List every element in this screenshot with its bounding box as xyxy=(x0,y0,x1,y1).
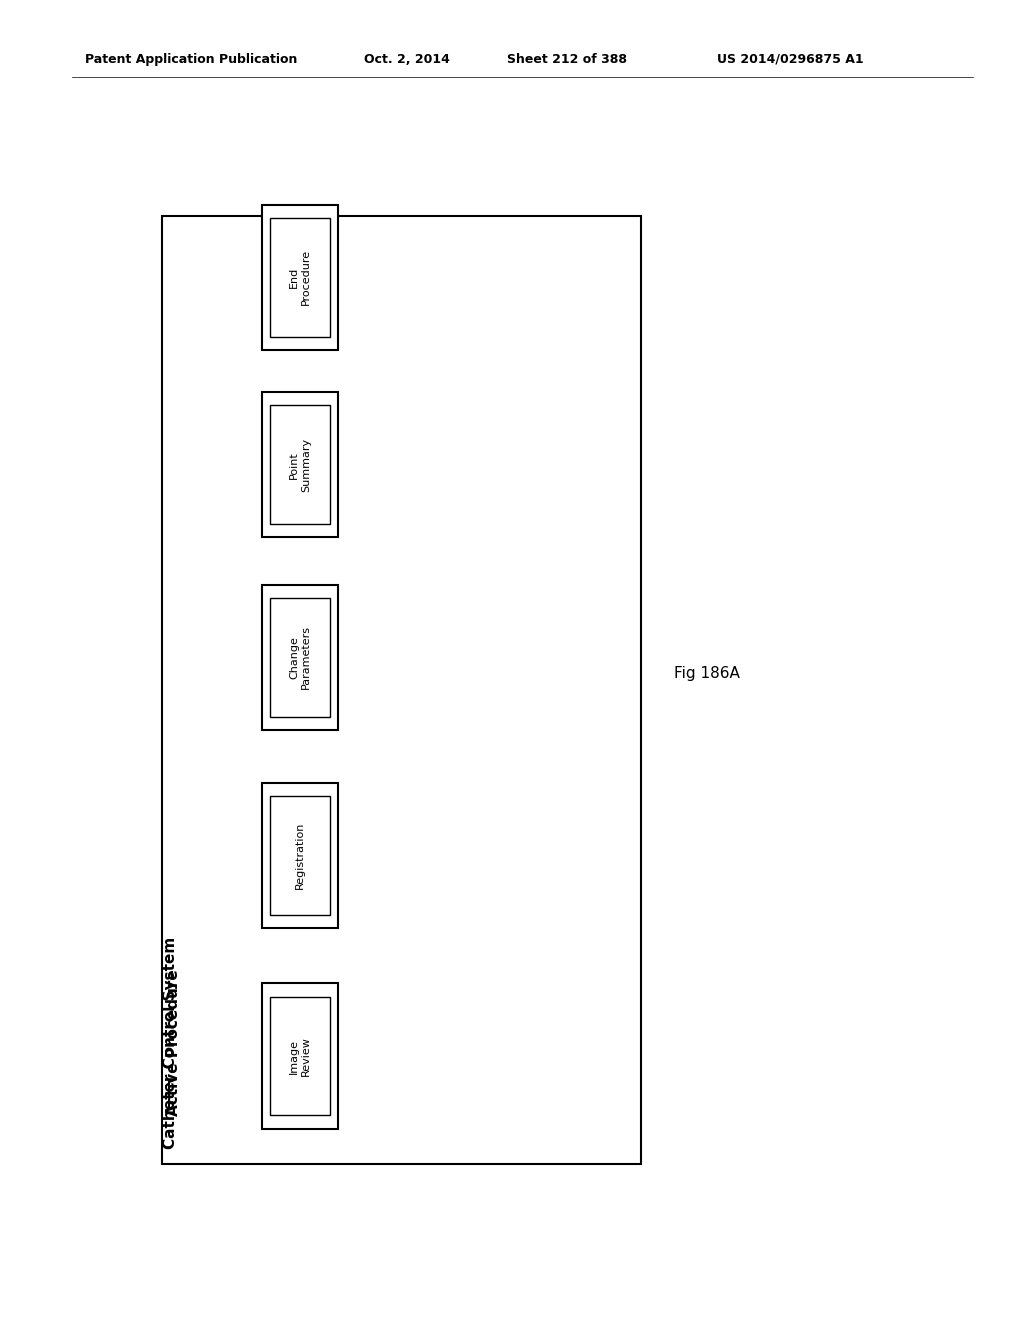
Bar xyxy=(162,216,641,1164)
Text: US 2014/0296875 A1: US 2014/0296875 A1 xyxy=(717,53,863,66)
Text: Fig 186A: Fig 186A xyxy=(674,665,739,681)
Text: Change
Parameters: Change Parameters xyxy=(289,626,311,689)
Text: Oct. 2, 2014: Oct. 2, 2014 xyxy=(364,53,450,66)
Text: End
Procedure: End Procedure xyxy=(289,249,311,305)
Bar xyxy=(270,598,330,717)
Bar xyxy=(270,997,330,1115)
Bar xyxy=(270,218,330,337)
Bar xyxy=(262,205,338,350)
Bar xyxy=(270,405,330,524)
Bar xyxy=(262,585,338,730)
Text: Point
Summary: Point Summary xyxy=(289,437,311,492)
Bar xyxy=(262,783,338,928)
Text: Registration: Registration xyxy=(295,821,305,890)
Bar xyxy=(270,796,330,915)
Text: Image
Review: Image Review xyxy=(289,1036,311,1076)
Text: Catheter Control System: Catheter Control System xyxy=(163,937,178,1148)
Bar xyxy=(262,392,338,537)
Text: Patent Application Publication: Patent Application Publication xyxy=(85,53,297,66)
Bar xyxy=(262,983,338,1129)
Text: Active Procedure: Active Procedure xyxy=(166,969,181,1117)
Text: Sheet 212 of 388: Sheet 212 of 388 xyxy=(507,53,627,66)
